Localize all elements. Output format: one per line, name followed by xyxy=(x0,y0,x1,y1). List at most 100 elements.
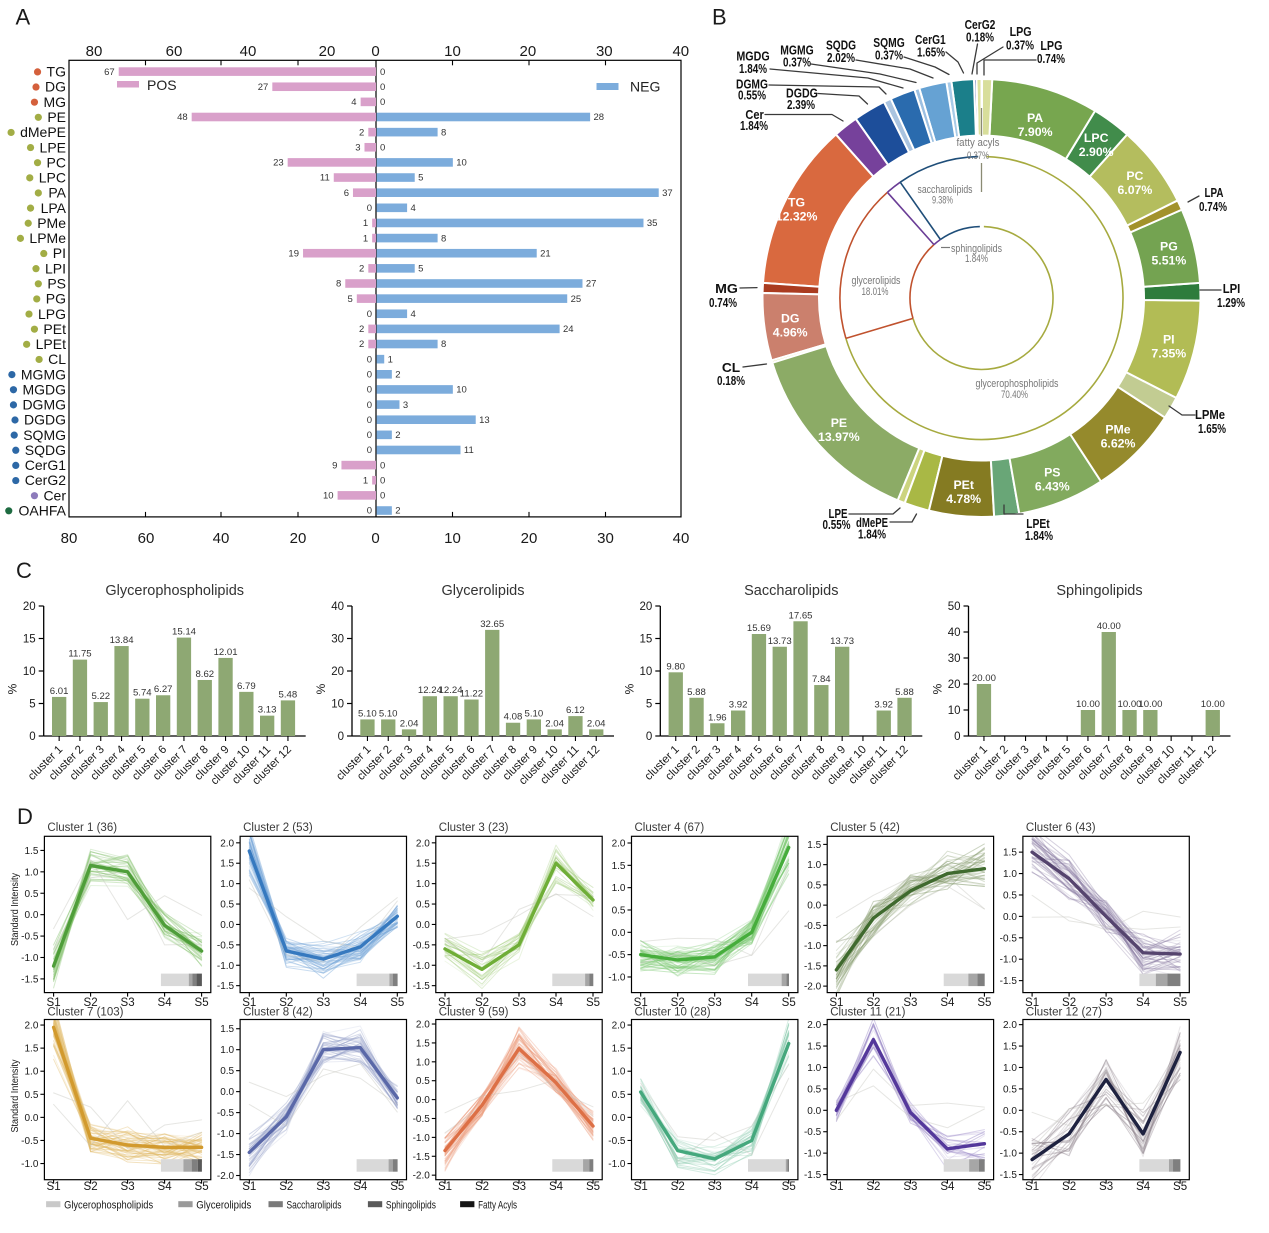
svg-text:25: 25 xyxy=(571,294,582,305)
svg-text:-2.0: -2.0 xyxy=(804,982,822,993)
svg-text:S3: S3 xyxy=(121,1181,135,1193)
svg-text:1.5: 1.5 xyxy=(1003,848,1017,859)
svg-text:S3: S3 xyxy=(1099,997,1113,1009)
svg-text:8: 8 xyxy=(336,279,341,290)
svg-text:S5: S5 xyxy=(390,1181,404,1193)
svg-text:8: 8 xyxy=(441,127,446,138)
svg-text:0.0: 0.0 xyxy=(807,901,821,912)
svg-text:0: 0 xyxy=(338,731,344,743)
svg-text:10: 10 xyxy=(323,491,334,502)
svg-text:1.29%: 1.29% xyxy=(1217,296,1245,310)
svg-text:Cluster 5 (42): Cluster 5 (42) xyxy=(830,822,900,834)
svg-text:10: 10 xyxy=(456,158,467,169)
svg-text:Cluster 10 (28): Cluster 10 (28) xyxy=(635,1007,711,1019)
svg-text:S4: S4 xyxy=(1136,997,1151,1009)
svg-text:0: 0 xyxy=(367,415,372,426)
svg-text:21: 21 xyxy=(540,248,551,259)
svg-text:1.5: 1.5 xyxy=(220,859,234,870)
svg-text:1: 1 xyxy=(363,218,368,229)
svg-text:S5: S5 xyxy=(390,997,404,1009)
svg-text:CerG1: CerG1 xyxy=(915,33,946,47)
svg-text:Standard Intensity: Standard Intensity xyxy=(9,1059,21,1133)
svg-text:11: 11 xyxy=(320,173,330,184)
svg-text:20: 20 xyxy=(520,43,537,60)
svg-text:glycerolipids: glycerolipids xyxy=(852,275,901,287)
svg-text:-1.0: -1.0 xyxy=(413,961,431,972)
svg-text:1.0: 1.0 xyxy=(1003,1063,1017,1074)
svg-text:S5: S5 xyxy=(195,997,209,1009)
svg-text:S5: S5 xyxy=(586,997,600,1009)
svg-text:0: 0 xyxy=(367,354,372,365)
svg-text:4: 4 xyxy=(411,309,416,320)
svg-text:10.00: 10.00 xyxy=(1076,699,1100,710)
svg-text:27: 27 xyxy=(258,82,269,93)
svg-text:1.5: 1.5 xyxy=(612,861,626,872)
svg-text:-0.5: -0.5 xyxy=(608,950,626,961)
svg-text:-1.0: -1.0 xyxy=(608,1159,626,1170)
svg-text:5.88: 5.88 xyxy=(687,687,706,698)
svg-text:0: 0 xyxy=(367,370,372,381)
svg-text:Cluster 11 (21): Cluster 11 (21) xyxy=(830,1007,905,1019)
svg-text:PA: PA xyxy=(1027,111,1043,125)
svg-text:DG: DG xyxy=(45,79,66,95)
svg-text:0: 0 xyxy=(367,309,372,320)
svg-text:0: 0 xyxy=(380,143,385,154)
svg-text:0.18%: 0.18% xyxy=(966,31,994,45)
svg-text:0: 0 xyxy=(367,430,372,441)
svg-text:Saccharolipids: Saccharolipids xyxy=(744,583,838,599)
svg-text:PE: PE xyxy=(47,109,66,125)
svg-text:70.40%: 70.40% xyxy=(1001,389,1028,401)
svg-text:LPI: LPI xyxy=(1223,282,1241,296)
svg-text:Sphingolipids: Sphingolipids xyxy=(1056,583,1142,599)
svg-text:S3: S3 xyxy=(121,997,135,1009)
svg-text:6.07%: 6.07% xyxy=(1117,183,1152,197)
svg-text:-1.0: -1.0 xyxy=(217,1129,235,1140)
svg-text:-0.5: -0.5 xyxy=(413,940,431,951)
svg-text:C: C xyxy=(16,558,32,583)
svg-text:S5: S5 xyxy=(782,997,796,1009)
svg-text:MG: MG xyxy=(43,94,66,110)
svg-text:8.62: 8.62 xyxy=(195,669,214,680)
svg-text:S4: S4 xyxy=(940,1181,955,1193)
svg-text:CerG2: CerG2 xyxy=(25,472,66,488)
svg-text:S2: S2 xyxy=(671,1181,685,1193)
svg-text:SQDG: SQDG xyxy=(25,442,66,458)
svg-text:2: 2 xyxy=(395,506,400,517)
svg-text:DGDG: DGDG xyxy=(24,412,66,428)
svg-text:0: 0 xyxy=(371,43,379,60)
svg-text:0: 0 xyxy=(646,731,652,743)
svg-text:0.5: 0.5 xyxy=(24,1090,38,1101)
svg-text:10.00: 10.00 xyxy=(1138,699,1162,710)
svg-text:6.01: 6.01 xyxy=(50,686,69,697)
svg-text:S2: S2 xyxy=(279,997,293,1009)
svg-text:11: 11 xyxy=(464,445,474,456)
svg-text:15.14: 15.14 xyxy=(172,627,197,638)
svg-text:80: 80 xyxy=(86,43,103,60)
svg-text:S1: S1 xyxy=(829,1181,843,1193)
svg-text:S5: S5 xyxy=(195,1181,209,1193)
svg-text:TG: TG xyxy=(788,195,805,209)
svg-text:Cluster 9 (59): Cluster 9 (59) xyxy=(439,1007,509,1019)
svg-text:Sphingolipids: Sphingolipids xyxy=(386,1199,436,1211)
svg-text:3.92: 3.92 xyxy=(874,700,893,711)
svg-text:-0.5: -0.5 xyxy=(217,1108,235,1119)
svg-text:Cer: Cer xyxy=(43,487,66,503)
svg-text:6.27: 6.27 xyxy=(154,684,173,695)
svg-text:CerG2: CerG2 xyxy=(965,18,996,32)
svg-text:0: 0 xyxy=(367,445,372,456)
svg-text:3: 3 xyxy=(355,143,360,154)
svg-text:27: 27 xyxy=(586,279,597,290)
svg-text:-1.0: -1.0 xyxy=(21,1159,39,1170)
svg-text:S2: S2 xyxy=(1062,1181,1076,1193)
svg-text:Cluster 3 (23): Cluster 3 (23) xyxy=(439,822,509,834)
svg-text:0.5: 0.5 xyxy=(1003,891,1017,902)
svg-text:6.43%: 6.43% xyxy=(1035,480,1070,494)
svg-text:1.0: 1.0 xyxy=(612,1067,626,1078)
svg-text:S5: S5 xyxy=(586,1181,600,1193)
svg-text:0.37%: 0.37% xyxy=(967,150,989,162)
svg-text:0.5: 0.5 xyxy=(220,900,234,911)
svg-text:0.0: 0.0 xyxy=(24,1113,38,1124)
svg-text:40: 40 xyxy=(213,530,230,547)
svg-text:-0.5: -0.5 xyxy=(1000,933,1018,944)
svg-text:dMePE: dMePE xyxy=(856,516,888,530)
